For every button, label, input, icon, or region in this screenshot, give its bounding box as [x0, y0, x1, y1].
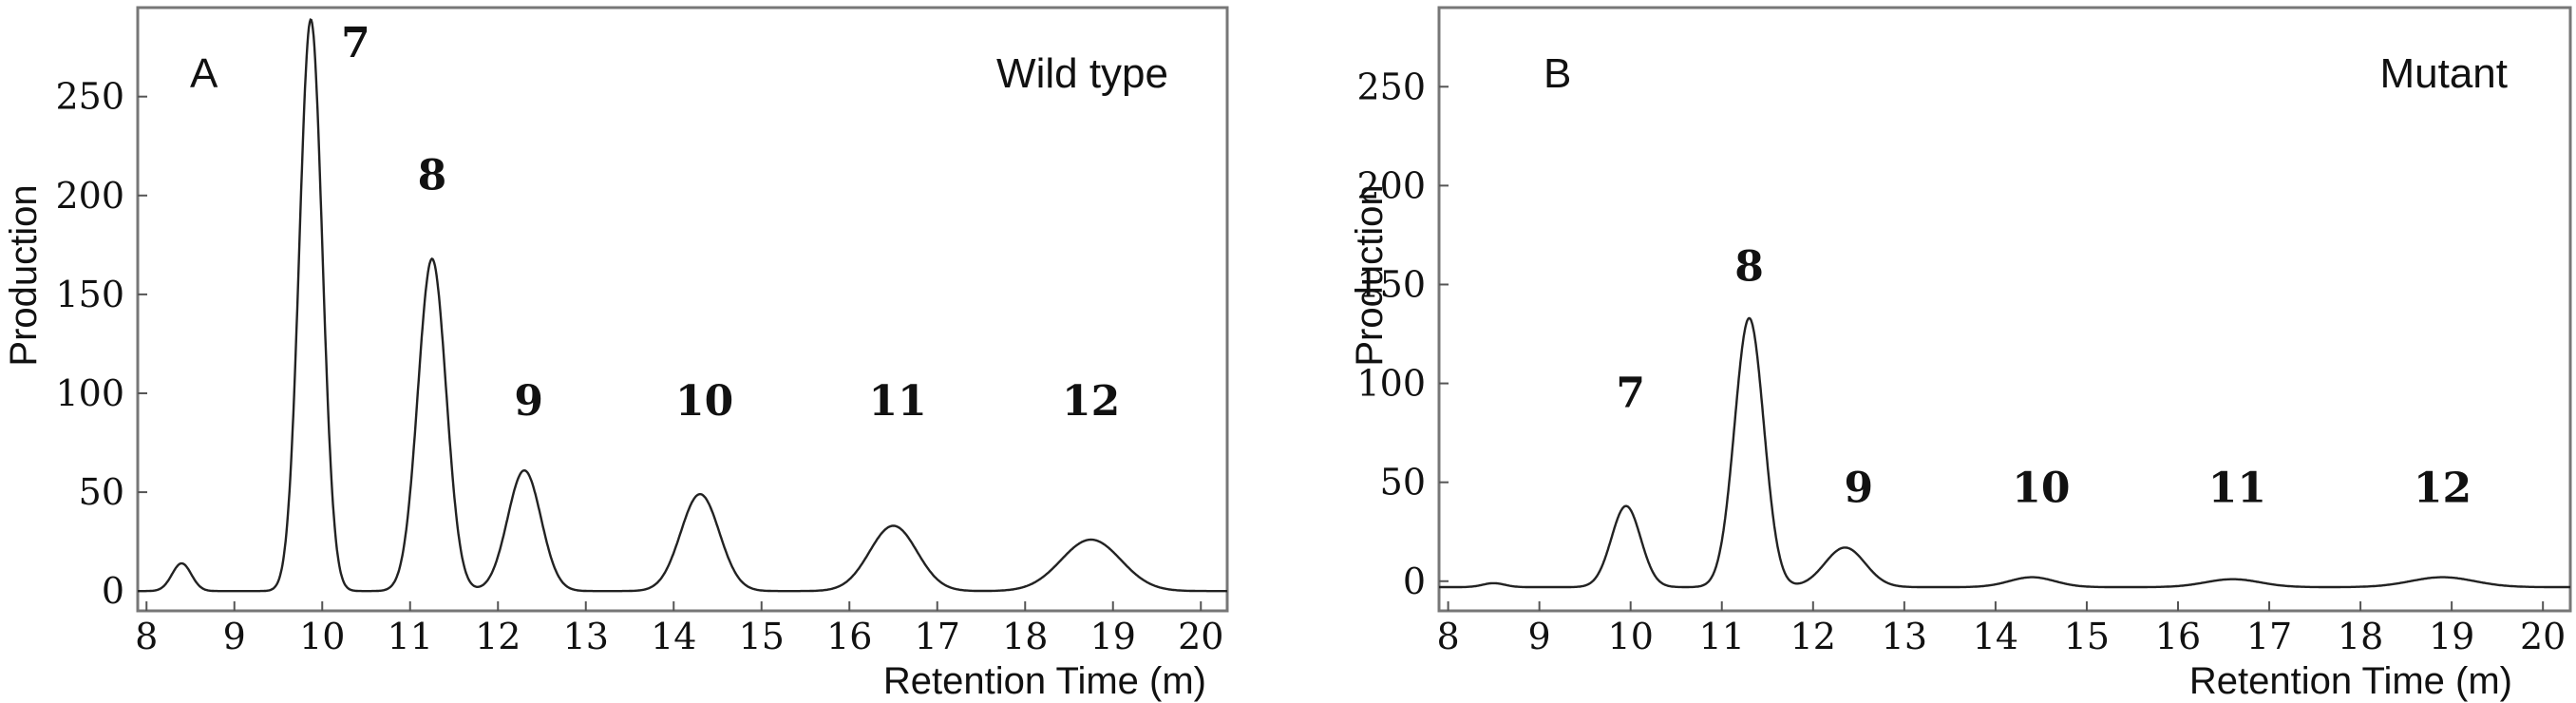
- x-tick-label: 12: [1790, 616, 1836, 657]
- x-tick-label: 14: [1973, 616, 2018, 657]
- x-tick-label: 10: [1608, 616, 1654, 657]
- peak-label: 10: [675, 377, 733, 426]
- y-tick-label: 150: [1356, 263, 1426, 305]
- y-tick-label: 250: [1356, 66, 1426, 107]
- y-tick-label: 200: [1356, 164, 1426, 206]
- x-tick-label: 9: [223, 616, 246, 657]
- x-tick-label: 18: [2338, 616, 2383, 657]
- x-axis-label: Retention Time (m): [2189, 660, 2512, 702]
- x-tick-label: 11: [1699, 616, 1745, 657]
- plot-frame: [136, 6, 1229, 613]
- chromatogram-trace: [1439, 316, 2570, 589]
- x-tick-label: 13: [563, 616, 609, 657]
- chromatogram-trace: [138, 18, 1227, 593]
- inset-label: Wild type: [996, 50, 1168, 97]
- panel-letter: A: [190, 50, 218, 97]
- peak-label: 7: [341, 19, 370, 67]
- x-tick-label: 15: [739, 616, 785, 657]
- y-tick-label: 0: [1403, 560, 1426, 602]
- y-tick-label: 200: [55, 175, 124, 217]
- y-tick-label: 100: [55, 372, 124, 414]
- y-tick-label: 100: [1356, 363, 1426, 405]
- peak-label: 12: [1062, 377, 1120, 426]
- y-axis-label: Production: [1349, 184, 1391, 366]
- peak-label: 12: [2414, 464, 2472, 512]
- x-tick-label: 20: [1178, 616, 1223, 657]
- peak-label: 11: [869, 377, 927, 426]
- x-tick-label: 12: [475, 616, 521, 657]
- x-tick-label: 15: [2064, 616, 2110, 657]
- x-tick-label: 17: [2246, 616, 2292, 657]
- x-tick-label: 11: [388, 616, 433, 657]
- x-tick-label: 20: [2520, 616, 2566, 657]
- y-tick-label: 150: [55, 274, 124, 315]
- panel-a: 0 50 100 150 200 250 8 9 10 11 12 13 14 15 16 17 18 19 20 7…: [3, 6, 1229, 702]
- x-tick-label: 16: [2155, 616, 2201, 657]
- y-tick-label: 0: [102, 570, 124, 612]
- y-tick-label: 50: [1380, 462, 1426, 504]
- y-tick-label: 50: [79, 471, 124, 513]
- x-tick-label: 8: [135, 616, 158, 657]
- peak-label: 10: [2012, 464, 2070, 512]
- x-axis-label: Retention Time (m): [883, 660, 1206, 702]
- x-tick-label: 17: [915, 616, 960, 657]
- x-tick-label: 9: [1528, 616, 1551, 657]
- x-tick-label: 16: [826, 616, 872, 657]
- x-tick-label: 18: [1002, 616, 1048, 657]
- peak-label: 9: [1845, 464, 1874, 512]
- y-axis-label: Production: [3, 184, 45, 366]
- peak-label: 8: [418, 152, 447, 200]
- plot-frame: [1437, 6, 2572, 613]
- x-tick-label: 14: [651, 616, 696, 657]
- peak-label: 9: [514, 377, 543, 426]
- y-tick-label: 250: [55, 76, 124, 118]
- x-tick-label: 13: [1882, 616, 1927, 657]
- peak-label: 8: [1734, 242, 1764, 291]
- panel-b: 0 50 100 150 200 250 8 9 10 11 12 13 14 15 16 17 18 19 20 7…: [1349, 6, 2572, 702]
- x-tick-label: 8: [1437, 616, 1460, 657]
- peak-label: 11: [2208, 464, 2266, 512]
- peak-label: 7: [1616, 370, 1645, 418]
- inset-label: Mutant: [2379, 50, 2508, 97]
- panel-letter: B: [1544, 50, 1571, 97]
- x-tick-label: 19: [2429, 616, 2474, 657]
- x-tick-label: 19: [1090, 616, 1136, 657]
- x-tick-label: 10: [299, 616, 345, 657]
